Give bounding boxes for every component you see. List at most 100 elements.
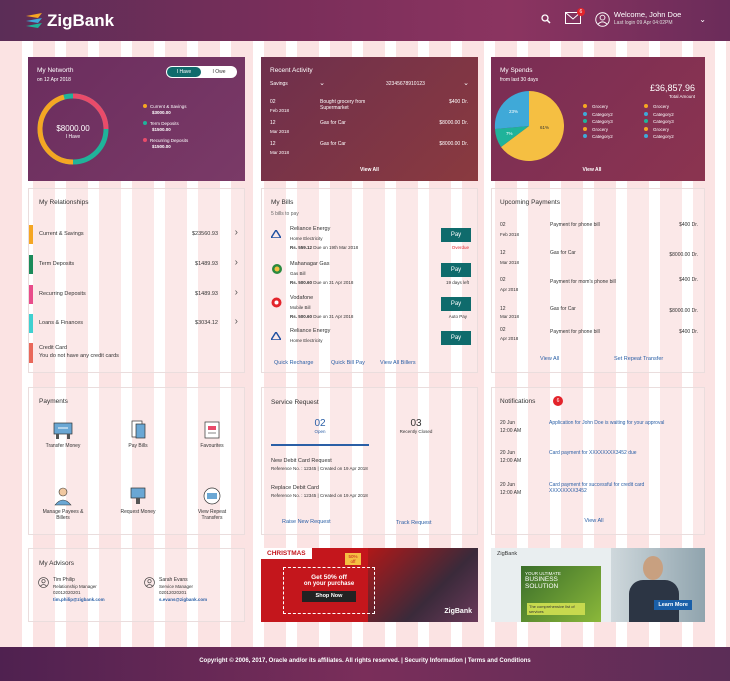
tab-recently-closed[interactable]: 03 Recently Closed bbox=[367, 418, 465, 446]
upcoming-row[interactable]: 12 Mar 2018 Gas for Car $8000.00 Dr. bbox=[500, 250, 698, 270]
pay-bills-button[interactable]: Pay Bills bbox=[113, 420, 163, 449]
upcoming-view-all-link[interactable]: View All bbox=[540, 356, 560, 362]
brand-logo[interactable]: ZigBank bbox=[24, 11, 114, 31]
view-all-billers-link[interactable]: View All Billers bbox=[380, 360, 416, 366]
relationship-label: Term Deposits bbox=[39, 261, 75, 267]
chevron-right-icon: › bbox=[234, 287, 238, 298]
footer-text: Copyright © 2006, 2017, Oracle and/or it… bbox=[199, 658, 531, 664]
legend-label: Grocery bbox=[592, 126, 609, 132]
promo-offer-line2: on your purchase bbox=[303, 581, 355, 587]
credit-card-item[interactable]: Credit Card You do not have any credit c… bbox=[29, 343, 246, 363]
transfer-money-button[interactable]: Transfer Money bbox=[38, 420, 88, 449]
activity-day: 02 bbox=[270, 99, 276, 105]
account-number-select[interactable]: 32345678910123 ⌄ bbox=[386, 80, 469, 87]
spends-total: £36,857.96 bbox=[649, 83, 695, 93]
set-repeat-transfer-link[interactable]: Set Repeat Transfer bbox=[614, 356, 664, 362]
relationship-color-bar bbox=[29, 255, 33, 274]
account-type-value: Savings bbox=[270, 81, 288, 87]
promo-text-block: YOUR ULTIMATE BUSINESS SOLUTION bbox=[525, 571, 561, 590]
legend-dot bbox=[583, 134, 587, 139]
relationship-item[interactable]: Recurring Deposits $1489.93 › bbox=[29, 285, 246, 304]
upcoming-row[interactable]: 02 Apr 2018 Payment for mom's phone bill… bbox=[500, 277, 698, 297]
notifications-view-all-link[interactable]: View All bbox=[584, 518, 604, 524]
bill-type: Mobile Bill bbox=[290, 305, 311, 310]
activity-row[interactable]: 12 Mar 2018 Gas for Car $8000.00 Dr. bbox=[270, 120, 468, 141]
chevron-down-icon: ⌄ bbox=[463, 80, 469, 87]
tab-open[interactable]: 02 Open bbox=[271, 418, 369, 446]
shop-now-button[interactable]: Shop Now bbox=[302, 591, 356, 602]
toggle-owe-button[interactable]: I Owe bbox=[212, 69, 226, 75]
user-info[interactable]: Welcome, John Doe Last login 09 Apr 04:0… bbox=[614, 10, 681, 28]
networth-donut-chart bbox=[37, 93, 109, 165]
mail-count-badge: 6 bbox=[576, 8, 585, 16]
raise-request-link[interactable]: Raise New Request bbox=[282, 519, 331, 525]
upcoming-row[interactable]: 02 Apr 2018 Payment for phone bill $400 … bbox=[500, 327, 698, 347]
user-icon bbox=[38, 577, 49, 588]
advisor-item: Sarah Evans Service Manager 02012020201 … bbox=[144, 577, 244, 603]
account-type-select[interactable]: Savings ⌄ bbox=[270, 80, 325, 87]
account-number-value: 32345678910123 bbox=[386, 81, 425, 87]
service-item[interactable]: Replace Debit Card Reference No. : 12345… bbox=[271, 485, 368, 498]
relationship-item[interactable]: Current & Savings $23560.93 › bbox=[29, 225, 246, 244]
learn-more-button[interactable]: Learn More bbox=[654, 600, 692, 610]
spends-view-all-link[interactable]: View All bbox=[582, 167, 602, 173]
advisor-phone: 02012020201 bbox=[53, 590, 81, 595]
track-request-link[interactable]: Track Request bbox=[396, 520, 432, 526]
activity-amount: $8000.00 Dr. bbox=[439, 120, 468, 126]
advisor-email[interactable]: s.evans@zigbank.com bbox=[159, 596, 208, 602]
quick-bill-pay-link[interactable]: Quick Bill Pay bbox=[331, 360, 365, 366]
bill-amount: Rs. 559.12 bbox=[290, 245, 313, 250]
pay-button[interactable]: Pay bbox=[441, 331, 471, 345]
promo-offer-box: Get 50% off on your purchase Shop Now bbox=[283, 567, 375, 614]
notification-time: 12:00 AM bbox=[500, 458, 522, 464]
advisors-card: My Advisors Tim Philip Relationship Mana… bbox=[28, 548, 245, 622]
mail-button[interactable]: 6 bbox=[564, 8, 585, 26]
activity-amount: $400 Dr. bbox=[449, 99, 468, 105]
legend-dot bbox=[644, 134, 648, 139]
businessman-image bbox=[611, 548, 705, 622]
relationship-item[interactable]: Loans & Finances $3034.12 › bbox=[29, 314, 246, 333]
pay-button[interactable]: Pay bbox=[441, 228, 471, 242]
promo-brand: ZigBank bbox=[444, 608, 472, 615]
discount-badge: 50% off bbox=[345, 553, 361, 565]
activity-row[interactable]: 12 Mar 2018 Gas for Car $8000.00 Dr. bbox=[270, 141, 468, 162]
search-icon[interactable] bbox=[541, 14, 551, 24]
view-repeat-transfers-button[interactable]: View Repeat Transfers bbox=[187, 486, 237, 521]
activity-view-all-link[interactable]: View All bbox=[360, 167, 379, 173]
upcoming-row[interactable]: 12 Mar 2018 Gas for Car $8000.00 Dr. bbox=[500, 306, 698, 326]
chevron-down-icon[interactable]: ⌄ bbox=[699, 14, 706, 24]
legend-label: Grocery bbox=[592, 104, 609, 109]
relationship-label: Current & Savings bbox=[39, 231, 84, 237]
upcoming-month: Mar 2018 bbox=[500, 260, 520, 265]
pay-button[interactable]: Pay bbox=[441, 297, 471, 311]
pay-button[interactable]: Pay bbox=[441, 263, 471, 277]
upcoming-desc: Payment for mom's phone bill bbox=[550, 279, 616, 285]
upcoming-row[interactable]: 02 Feb 2018 Payment for phone bill $400 … bbox=[500, 222, 698, 242]
upcoming-payments-card: Upcoming Payments 02 Feb 2018 Payment fo… bbox=[491, 188, 705, 373]
relationship-item[interactable]: Term Deposits $1489.93 › bbox=[29, 255, 246, 274]
bill-amount: Rs. 500.60 bbox=[290, 314, 313, 319]
christmas-promo-banner[interactable]: CHRISTMAS 50% off Get 50% off on your pu… bbox=[261, 548, 478, 622]
quick-recharge-link[interactable]: Quick Recharge bbox=[274, 360, 314, 366]
legend-label: Category2 bbox=[653, 111, 674, 117]
service-item-name: Replace Debit Card bbox=[271, 485, 319, 491]
service-item[interactable]: New Debit Card Request Reference No. : 1… bbox=[271, 458, 368, 471]
manage-payees-button[interactable]: Manage Payees & Billers bbox=[38, 486, 88, 521]
credit-card-label: Credit Card bbox=[39, 345, 68, 351]
networth-toggle: I Have I Owe bbox=[166, 66, 237, 78]
service-item-ref: Reference No. : 12345 | Created on 19 Ap… bbox=[271, 466, 368, 471]
activity-row[interactable]: 02 Feb 2018 Bought grocery from Supermar… bbox=[270, 99, 468, 120]
user-avatar-icon[interactable] bbox=[595, 11, 610, 27]
toggle-have-button[interactable]: I Have bbox=[167, 67, 201, 77]
favourites-button[interactable]: Favourites bbox=[187, 420, 237, 449]
chevron-down-icon: ⌄ bbox=[319, 80, 325, 87]
upcoming-desc: Gas for Car bbox=[550, 306, 576, 312]
bills-subtitle: 5 bills to pay bbox=[271, 211, 299, 217]
upcoming-month: Mar 2018 bbox=[500, 314, 520, 319]
business-promo-banner[interactable]: ZigBank YOUR ULTIMATE BUSINESS SOLUTION … bbox=[491, 548, 705, 622]
bill-due: Due on 31 Apr 2018 bbox=[313, 280, 354, 285]
activity-month: Feb 2018 bbox=[270, 108, 290, 113]
request-money-button[interactable]: Request Money bbox=[113, 486, 163, 515]
advisor-email[interactable]: tim.philip@zigbank.com bbox=[53, 596, 105, 602]
bill-name: Reliance Energy bbox=[290, 328, 331, 334]
